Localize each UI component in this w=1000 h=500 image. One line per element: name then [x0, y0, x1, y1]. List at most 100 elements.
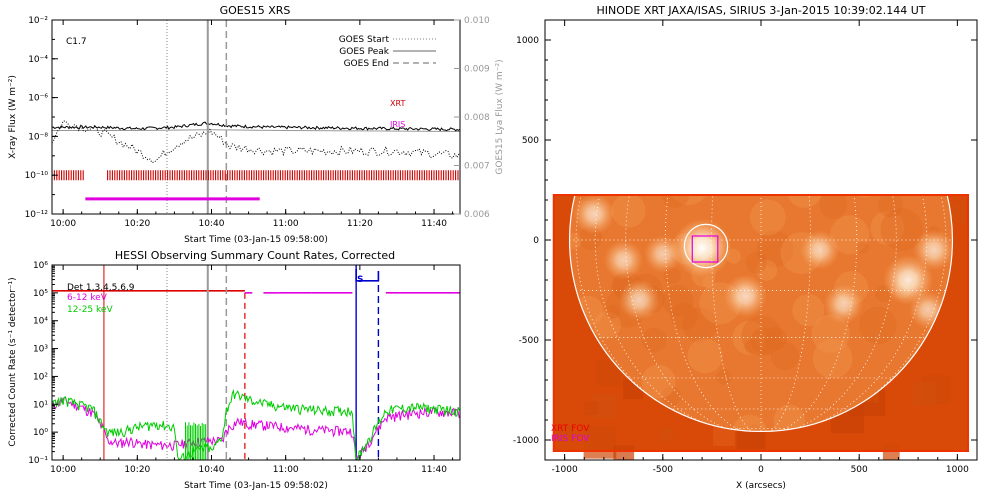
hinode-limb: [569, 194, 953, 432]
hinode-disk-mottle: [770, 341, 800, 371]
hinode-disk-mottle: [630, 86, 669, 125]
goes-x-tick-label: 10:20: [124, 219, 150, 229]
goes-y2-tick-label: 0.007: [464, 162, 490, 172]
hinode-grid-longitude: [664, 194, 762, 432]
goes-legend-peak-label: GOES Peak: [339, 47, 389, 57]
hessi-det-label: Det 1,3,4,5,6,9: [67, 283, 135, 293]
hessi-y-tick-label: 10⁰: [33, 428, 48, 438]
hinode-x-tick-label: 1000: [946, 465, 969, 475]
hinode-disk-mottle: [837, 152, 851, 166]
hinode-corona-block: [613, 445, 635, 460]
hinode-disk-mottle: [744, 339, 759, 354]
hinode-x-tick-label: -500: [653, 465, 674, 475]
goes-x-tick-label: 11:20: [347, 219, 373, 229]
hinode-disk-mottle: [745, 252, 767, 274]
hessi-y-tick-label: 10⁶: [33, 261, 48, 271]
goes-y-tick-label: 10⁻⁸: [28, 132, 48, 142]
hinode-disk-mottle: [858, 306, 897, 345]
hinode-disk-mottle: [824, 125, 846, 147]
hinode-axes: -1000 -500 0 500 1000 -1000 -500 0 500 1000: [513, 20, 977, 475]
goes-x-axis-label: Start Time (03-Jan-15 09:58:00): [184, 235, 328, 245]
hinode-y-tick-label: -1000: [513, 436, 539, 446]
hinode-disk-mottle: [783, 170, 798, 185]
hinode-active-region: [672, 218, 732, 278]
hinode-disk-mottle: [601, 154, 620, 173]
goes-legend-end-label: GOES End: [344, 59, 389, 69]
hinode-disk-mottle: [679, 125, 698, 144]
hinode-disk-mottle: [763, 327, 787, 351]
hinode-active-region: [823, 284, 864, 324]
hinode-disk-mottle: [749, 76, 776, 103]
goes-plot-area: [51, 20, 461, 214]
goes-y-tick-label: 10⁻¹⁰: [25, 171, 49, 181]
goes-annotation: C1.7: [66, 37, 87, 47]
goes-frame: [51, 19, 461, 215]
hinode-disk-mottle: [786, 194, 822, 208]
hessi-series-low: [51, 396, 460, 461]
hinode-disk-mottle: [855, 152, 897, 194]
hinode-disk-mottle: [856, 241, 869, 254]
hinode-corona-block: [912, 381, 937, 406]
hinode-disk-mottle: [741, 315, 783, 357]
goes-y-tick-label: 10⁻⁴: [28, 55, 48, 65]
goes-short-channel-line: [52, 129, 461, 132]
hinode-disk-features: [569, 45, 953, 432]
hessi-axes: 10:00 10:20 10:40 11:00 11:20 11:40 10⁻¹ 10⁰ 10¹…: [28, 261, 454, 475]
hinode-disk-mottle: [753, 136, 787, 170]
hinode-title: HINODE XRT JAXA/ISAS, SIRIUS 3-Jan-2015 …: [597, 4, 926, 17]
hinode-disk-mottle: [880, 208, 923, 251]
hinode-disk-mottle: [767, 119, 791, 143]
hinode-y-tick-label: 0: [533, 236, 539, 246]
hessi-y-tick-label: 10¹: [33, 400, 48, 410]
hinode-x-tick-label: 500: [851, 465, 868, 475]
hinode-disk-mottle: [642, 327, 667, 353]
hinode-disk-mottle: [830, 215, 870, 255]
goes-y2-tick-label: 0.006: [464, 210, 490, 220]
hinode-disk-mottle: [744, 45, 767, 68]
hessi-x-tick-label: 11:20: [347, 465, 373, 475]
goes-y-tick-label: 10⁻¹²: [25, 210, 49, 220]
hinode-disk-mottle: [756, 259, 778, 281]
hinode-disk-mottle: [798, 148, 813, 163]
hinode-disk-mottle: [870, 210, 905, 245]
hinode-grid-longitude: [760, 194, 858, 432]
hinode-disk-mottle: [605, 305, 620, 319]
hinode-disk-mottle: [811, 314, 850, 353]
goes-x-tick-label: 10:40: [199, 219, 225, 229]
goes-axes: 10:00 10:20 10:40 11:00 11:20 11:40 10⁻¹² 10⁻¹⁰…: [25, 16, 490, 229]
hinode-corona-block: [659, 427, 674, 442]
hinode-active-region: [573, 194, 615, 235]
hessi-y-tick-label: 10⁻¹: [28, 456, 48, 466]
hinode-flare-circle: [683, 223, 729, 269]
hinode-disk-mottle: [750, 327, 777, 354]
hinode-disk-mottle: [609, 167, 623, 181]
hessi-s-label: S: [357, 275, 363, 285]
hessi-green-spikes: [185, 422, 207, 460]
hinode-disk-mottle: [670, 302, 698, 331]
hessi-frame: [51, 264, 461, 461]
hinode-disk-mottle: [611, 194, 646, 228]
hinode-active-region: [800, 230, 840, 270]
goes-y2-axis-label: GOES15 Lya Flux (W m⁻²): [495, 59, 505, 174]
hinode-disk-mottle: [706, 50, 732, 76]
hinode-disk-mottle: [778, 136, 817, 175]
hinode-disk-mottle: [688, 108, 729, 149]
hinode-disk-mottle: [792, 294, 825, 327]
hessi-y-tick-label: 10²: [33, 372, 48, 382]
goes-xrt-ticks-1: [107, 170, 459, 181]
hinode-disk-mottle: [880, 143, 909, 172]
goes-y2-tick-label: 0.009: [464, 65, 490, 75]
goes-x-tick-label: 11:40: [421, 219, 447, 229]
hinode-corona-block: [967, 289, 969, 328]
hinode-disk-mottle: [749, 199, 786, 236]
hinode-disk-mottle: [661, 194, 690, 208]
hinode-disk-mottle: [803, 167, 822, 186]
goes-x-tick-label: 10:00: [50, 219, 76, 229]
goes-y2-tick-label: 0.008: [464, 113, 490, 123]
hessi-y-tick-label: 10³: [33, 345, 48, 355]
hinode-disk-mottle: [748, 424, 762, 432]
hinode-legend-xrt-fov: XRT FOV: [551, 424, 590, 434]
hinode-disk-mottle: [662, 284, 694, 317]
hinode-disk-mottle: [665, 142, 699, 176]
